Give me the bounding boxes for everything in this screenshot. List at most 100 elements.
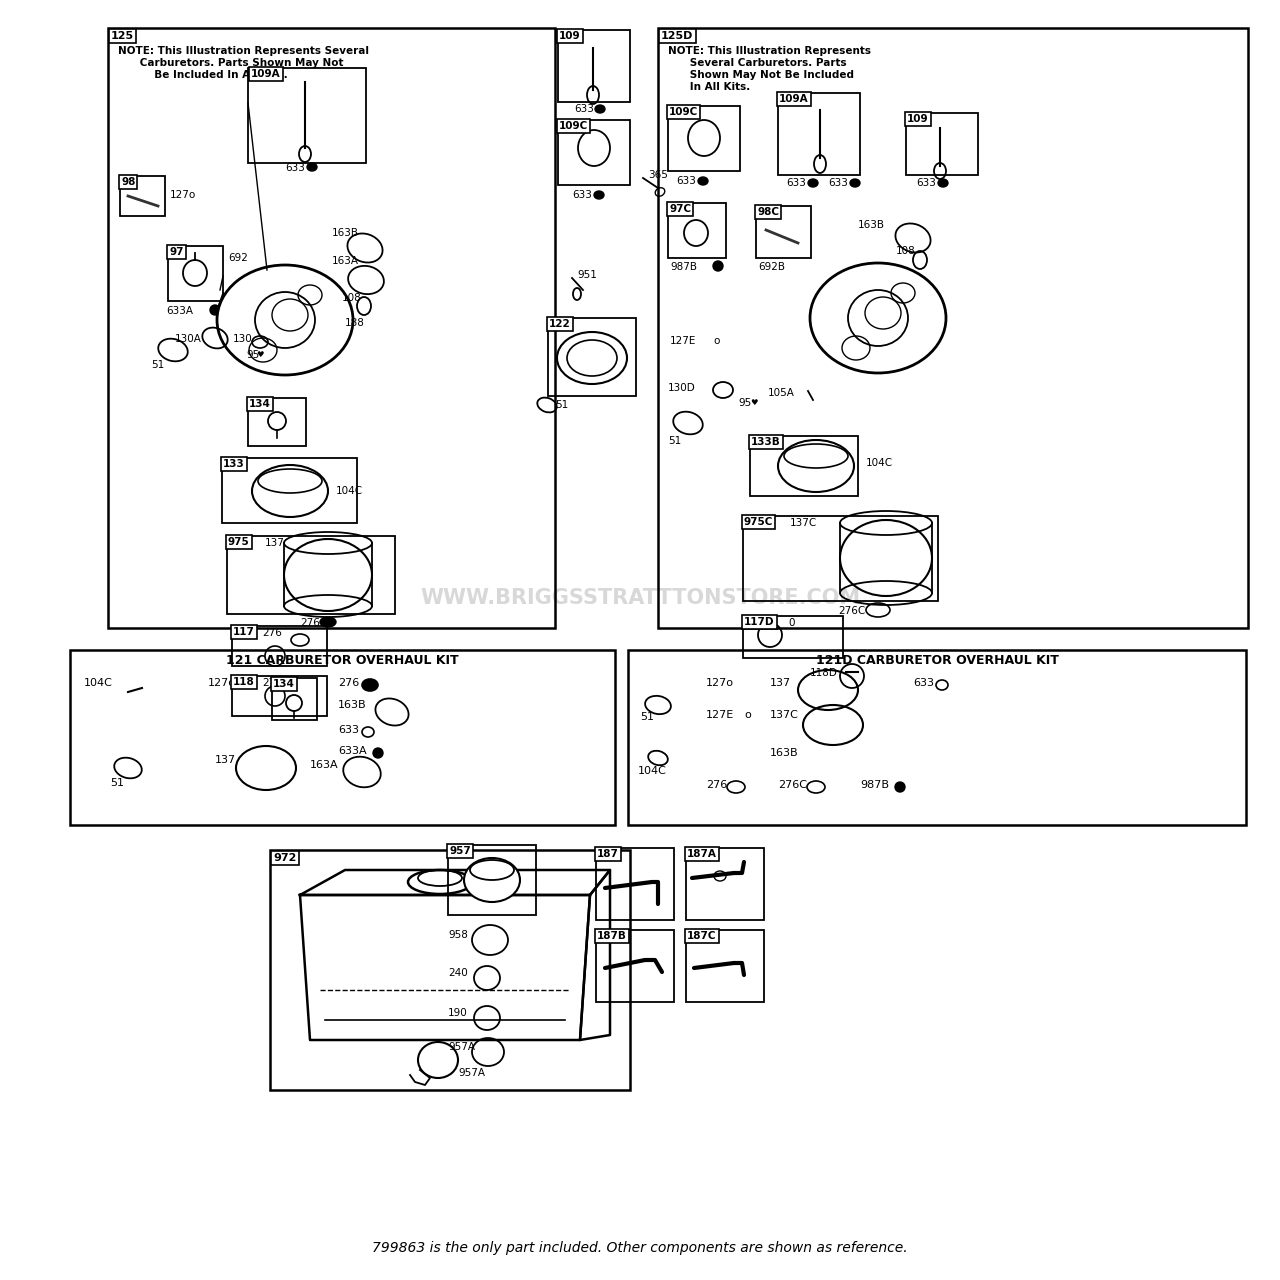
Text: 187B: 187B <box>596 931 627 941</box>
Ellipse shape <box>362 678 378 691</box>
Bar <box>548 317 636 396</box>
Bar <box>221 458 357 524</box>
Text: 133: 133 <box>223 460 244 468</box>
Bar <box>778 93 860 175</box>
Bar <box>750 436 858 495</box>
Bar <box>273 678 317 719</box>
Bar <box>232 676 326 716</box>
Text: 633: 633 <box>913 678 934 689</box>
Text: 127o: 127o <box>707 678 733 689</box>
Text: 187C: 187C <box>687 931 717 941</box>
Ellipse shape <box>850 179 860 187</box>
Text: 117: 117 <box>233 627 255 637</box>
Ellipse shape <box>307 163 317 172</box>
Text: 137: 137 <box>771 678 791 689</box>
Ellipse shape <box>713 261 723 271</box>
Text: 137C: 137C <box>771 710 799 719</box>
Text: 951: 951 <box>577 270 596 280</box>
Text: ♥: ♥ <box>750 398 758 407</box>
Bar <box>558 120 630 186</box>
Bar <box>227 536 396 614</box>
Text: Carburetors. Parts Shown May Not: Carburetors. Parts Shown May Not <box>118 58 343 68</box>
Text: 957A: 957A <box>448 1042 475 1052</box>
Text: 276: 276 <box>338 678 360 689</box>
Ellipse shape <box>689 120 719 156</box>
Ellipse shape <box>252 465 328 517</box>
Bar <box>120 175 165 216</box>
Text: 276C: 276C <box>778 780 806 790</box>
Text: 125: 125 <box>111 31 134 41</box>
Text: 122: 122 <box>549 319 571 329</box>
Ellipse shape <box>465 858 520 902</box>
Text: 109: 109 <box>559 31 581 41</box>
Ellipse shape <box>218 265 353 375</box>
Text: 97: 97 <box>169 247 183 257</box>
Ellipse shape <box>698 177 708 186</box>
Bar <box>668 204 726 259</box>
Text: 109A: 109A <box>780 93 809 104</box>
Text: 188: 188 <box>346 317 365 328</box>
Text: 163A: 163A <box>310 760 339 771</box>
Text: 127o: 127o <box>207 678 236 689</box>
Text: 163B: 163B <box>771 748 799 758</box>
Text: 276C: 276C <box>838 605 865 616</box>
Ellipse shape <box>594 191 604 198</box>
Text: 134: 134 <box>250 399 271 410</box>
Text: 975: 975 <box>228 538 250 547</box>
Ellipse shape <box>808 179 818 187</box>
Text: 121D CARBURETOR OVERHAUL KIT: 121D CARBURETOR OVERHAUL KIT <box>815 654 1059 667</box>
Text: 125D: 125D <box>660 31 694 41</box>
Bar <box>686 931 764 1002</box>
Bar <box>558 29 630 102</box>
Text: ♥: ♥ <box>256 349 264 358</box>
Bar <box>906 113 978 175</box>
Text: 109C: 109C <box>559 122 589 131</box>
Ellipse shape <box>284 539 372 611</box>
Text: 163B: 163B <box>332 228 358 238</box>
Text: 975C: 975C <box>744 517 773 527</box>
Text: 633: 633 <box>916 178 936 188</box>
Text: 633A: 633A <box>166 306 193 316</box>
Ellipse shape <box>557 332 627 384</box>
Text: 134: 134 <box>273 678 294 689</box>
Text: 118: 118 <box>233 677 255 687</box>
Text: 109: 109 <box>908 114 928 124</box>
Text: 97C: 97C <box>669 204 691 214</box>
Text: 633: 633 <box>573 104 594 114</box>
Text: 95: 95 <box>739 398 751 408</box>
Bar <box>596 847 675 920</box>
Text: 108: 108 <box>342 293 362 303</box>
Text: Shown May Not Be Included: Shown May Not Be Included <box>668 70 854 79</box>
Text: 51: 51 <box>668 436 681 445</box>
Bar <box>232 626 326 666</box>
Text: 133B: 133B <box>751 436 781 447</box>
Text: 127E: 127E <box>669 335 696 346</box>
Text: 958: 958 <box>448 931 468 940</box>
Ellipse shape <box>895 782 905 792</box>
Text: 104C: 104C <box>637 765 667 776</box>
Text: 118D: 118D <box>810 668 838 678</box>
Text: 601: 601 <box>600 852 617 861</box>
Text: 130A: 130A <box>175 334 202 344</box>
Text: 127o: 127o <box>170 189 196 200</box>
Ellipse shape <box>372 748 383 758</box>
Bar <box>686 847 764 920</box>
Text: 163B: 163B <box>858 220 884 230</box>
Text: 137: 137 <box>265 538 285 548</box>
Text: 957: 957 <box>449 846 471 856</box>
Text: 105A: 105A <box>768 388 795 398</box>
Text: 601: 601 <box>600 934 617 943</box>
Text: 109A: 109A <box>251 69 280 79</box>
Text: 130D: 130D <box>668 383 696 393</box>
Text: WWW.BRIGGSSTRATTTONSTORE.COM: WWW.BRIGGSSTRATTTONSTORE.COM <box>420 588 860 608</box>
Bar <box>742 616 844 658</box>
Text: 987B: 987B <box>669 262 698 271</box>
Ellipse shape <box>938 179 948 187</box>
Text: 51: 51 <box>640 712 654 722</box>
Text: 240: 240 <box>448 968 467 978</box>
Text: o: o <box>713 335 719 346</box>
Text: 972: 972 <box>273 852 297 863</box>
Text: 633: 633 <box>338 724 358 735</box>
Bar <box>108 28 556 628</box>
Bar <box>448 845 536 915</box>
